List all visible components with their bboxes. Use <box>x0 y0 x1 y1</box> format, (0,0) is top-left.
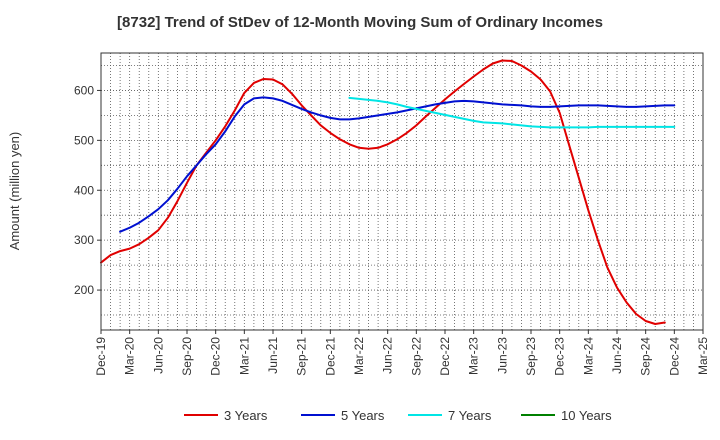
legend-label: 7 Years <box>448 408 492 423</box>
x-tick-label: Dec-23 <box>553 337 567 376</box>
x-tick-label: Sep-23 <box>524 337 538 376</box>
series-lines <box>100 59 676 325</box>
y-axis-label: Amount (million yen) <box>7 132 22 251</box>
legend: 3 Years 5 Years 7 Years 10 Years <box>184 408 612 423</box>
x-tick-label: Jun-23 <box>495 337 509 374</box>
x-tick-label: Jun-24 <box>610 337 624 374</box>
series-line-5-years <box>119 96 676 233</box>
axes: 200 300 400 500 600 Dec-19 Mar-20 Jun-20 Sep-20 D… <box>74 52 710 376</box>
x-tick-label: Sep-20 <box>180 337 194 376</box>
x-tick-label: Mar-25 <box>696 337 710 375</box>
y-tick-label: 300 <box>74 233 94 247</box>
x-tick-label: Sep-22 <box>409 337 423 376</box>
legend-label: 10 Years <box>561 408 612 423</box>
legend-label: 3 Years <box>224 408 268 423</box>
y-tick-label: 400 <box>74 183 94 197</box>
x-tick-label: Jun-22 <box>381 337 395 374</box>
series-line-7-years <box>348 96 676 129</box>
y-tick-label: 500 <box>74 133 94 147</box>
legend-label: 5 Years <box>341 408 385 423</box>
x-tick-label: Mar-22 <box>352 337 366 375</box>
x-tick-label: Dec-21 <box>323 337 337 376</box>
x-tick-label: Dec-20 <box>209 337 223 376</box>
x-tick-label: Jun-20 <box>151 337 165 374</box>
x-tick-label: Dec-19 <box>94 337 108 376</box>
y-tick-label: 200 <box>74 283 94 297</box>
x-tick-label: Sep-24 <box>639 337 653 376</box>
x-tick-label: Mar-20 <box>123 337 137 375</box>
x-tick-label: Mar-23 <box>467 337 481 375</box>
x-tick-label: Dec-22 <box>438 337 452 376</box>
y-tick-label: 600 <box>74 83 94 97</box>
grid-lines <box>101 53 703 330</box>
x-tick-label: Mar-21 <box>237 337 251 375</box>
plot-area <box>101 53 703 330</box>
plot-frame <box>100 52 704 331</box>
x-tick-label: Sep-21 <box>295 337 309 376</box>
plot-background <box>101 53 703 330</box>
x-tick-label: Jun-21 <box>266 337 280 374</box>
x-tick-label: Dec-24 <box>667 337 681 376</box>
chart-title: [8732] Trend of StDev of 12-Month Moving… <box>117 14 603 31</box>
x-tick-label: Mar-24 <box>581 337 595 375</box>
